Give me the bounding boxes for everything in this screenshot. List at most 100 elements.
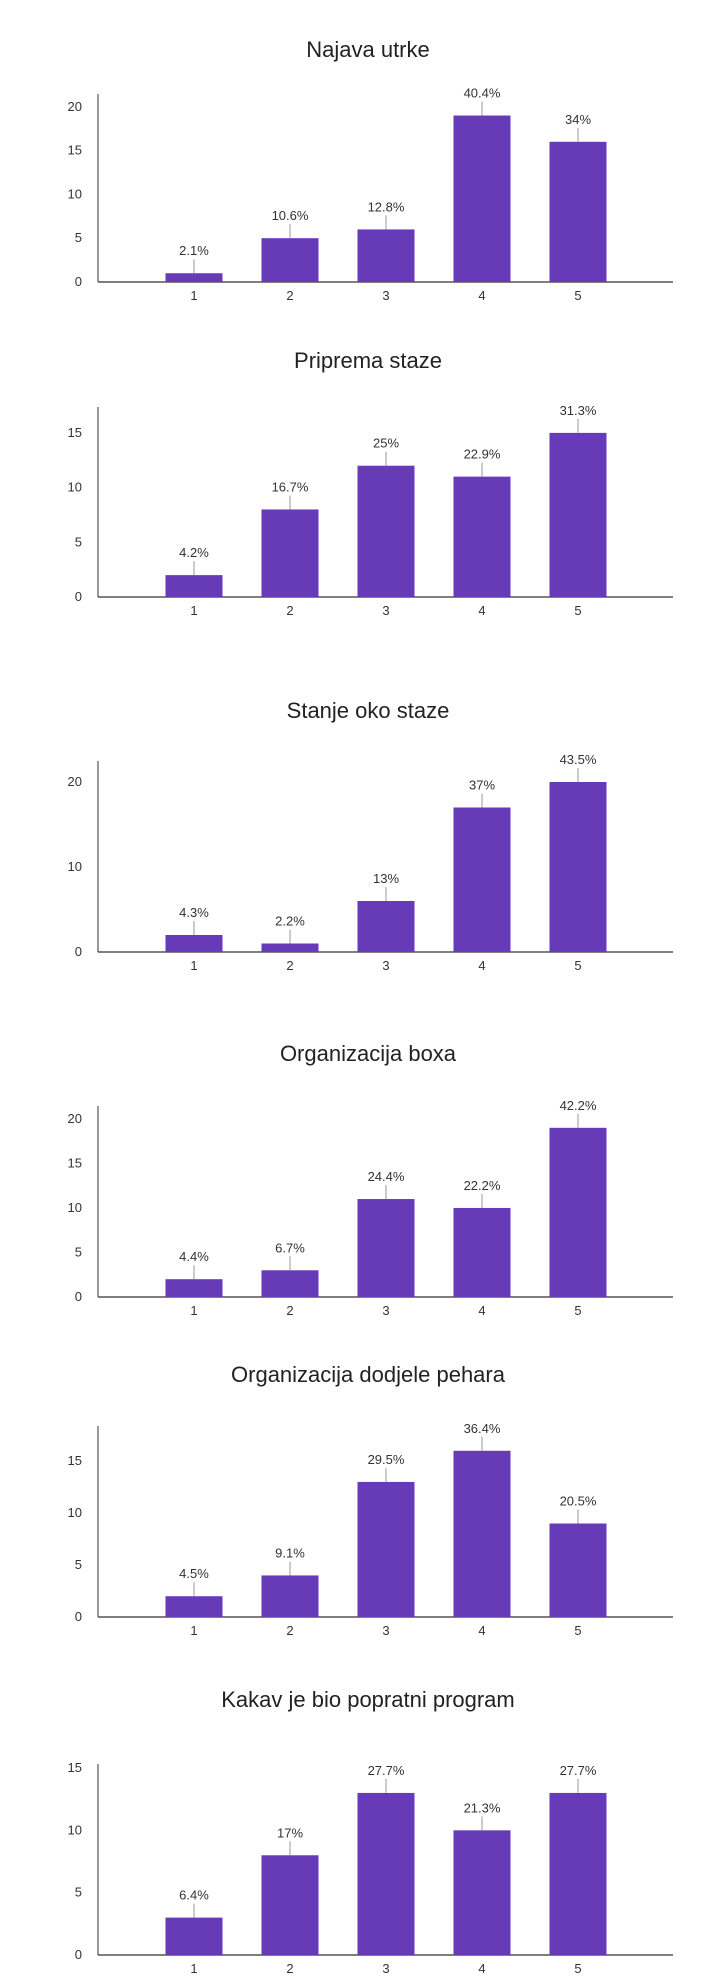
y-tick-label: 10 [68, 1505, 82, 1520]
data-label: 6.4% [179, 1888, 209, 1903]
x-tick-label: 3 [382, 1303, 389, 1318]
y-tick-label: 0 [75, 1289, 82, 1304]
x-tick-label: 3 [382, 958, 389, 973]
bar [357, 229, 415, 282]
data-label: 40.4% [464, 86, 501, 101]
bar [165, 935, 223, 952]
data-label: 16.7% [272, 479, 309, 494]
data-label: 13% [373, 871, 399, 886]
y-tick-label: 5 [75, 230, 82, 245]
data-label: 4.5% [179, 1566, 209, 1581]
bar [165, 1917, 223, 1955]
bar [453, 1207, 511, 1297]
bar [549, 1523, 607, 1617]
y-tick-label: 10 [68, 859, 82, 874]
x-tick-label: 1 [190, 603, 197, 618]
bar [165, 273, 223, 282]
y-tick-label: 10 [68, 186, 82, 201]
chart-title: Priprema staze [294, 348, 442, 373]
data-label: 4.4% [179, 1249, 209, 1264]
y-tick-label: 20 [68, 1111, 82, 1126]
y-tick-label: 0 [75, 589, 82, 604]
y-tick-label: 15 [68, 1760, 82, 1775]
bar [549, 782, 607, 952]
bar [357, 901, 415, 952]
bar [357, 465, 415, 597]
bar [357, 1199, 415, 1297]
data-label: 12.8% [368, 199, 405, 214]
bar [453, 807, 511, 952]
x-tick-label: 2 [286, 1961, 293, 1976]
x-tick-label: 1 [190, 1303, 197, 1318]
data-label: 4.3% [179, 905, 209, 920]
x-tick-label: 2 [286, 1623, 293, 1638]
data-label: 22.9% [464, 447, 501, 462]
data-label: 27.7% [368, 1763, 405, 1778]
x-tick-label: 5 [574, 288, 581, 303]
y-tick-label: 15 [68, 1155, 82, 1170]
x-tick-label: 3 [382, 603, 389, 618]
data-label: 25% [373, 436, 399, 451]
y-tick-label: 5 [75, 1885, 82, 1900]
y-tick-label: 0 [75, 1947, 82, 1962]
data-label: 20.5% [560, 1494, 597, 1509]
bar [165, 575, 223, 597]
bar [261, 238, 319, 282]
x-tick-label: 2 [286, 1303, 293, 1318]
data-label: 29.5% [368, 1452, 405, 1467]
bar [453, 476, 511, 597]
x-tick-label: 4 [478, 1303, 485, 1318]
chart-title: Kakav je bio popratni program [221, 1687, 515, 1712]
x-tick-label: 4 [478, 958, 485, 973]
y-tick-label: 10 [68, 1822, 82, 1837]
bar [261, 509, 319, 597]
data-label: 34% [565, 112, 591, 127]
chart-title: Organizacija boxa [280, 1041, 457, 1066]
data-label: 31.3% [560, 403, 597, 418]
data-label: 43.5% [560, 752, 597, 767]
x-tick-label: 1 [190, 288, 197, 303]
x-tick-label: 1 [190, 1623, 197, 1638]
x-tick-label: 5 [574, 1623, 581, 1638]
x-tick-label: 5 [574, 1961, 581, 1976]
x-tick-label: 4 [478, 603, 485, 618]
y-tick-label: 0 [75, 1609, 82, 1624]
x-tick-label: 1 [190, 1961, 197, 1976]
x-tick-label: 4 [478, 1961, 485, 1976]
bar [453, 1450, 511, 1617]
bar [549, 1127, 607, 1297]
chart-title: Organizacija dodjele pehara [231, 1362, 506, 1387]
bar-chart-4: Organizacija boxa 0 5 10 15 20 4.4% 1 6.7% 2 24.4%… [68, 1041, 673, 1318]
y-tick-label: 5 [75, 1244, 82, 1259]
y-tick-label: 10 [68, 480, 82, 495]
x-tick-label: 5 [574, 603, 581, 618]
data-label: 37% [469, 778, 495, 793]
bar-chart-5: Organizacija dodjele pehara 0 5 10 15 4.5% 1 9.… [68, 1362, 673, 1638]
x-tick-label: 1 [190, 958, 197, 973]
y-tick-label: 5 [75, 534, 82, 549]
x-tick-label: 2 [286, 958, 293, 973]
x-tick-label: 3 [382, 1623, 389, 1638]
y-tick-label: 15 [68, 425, 82, 440]
data-label: 2.1% [179, 243, 209, 258]
bar [261, 1270, 319, 1297]
y-tick-label: 10 [68, 1200, 82, 1215]
data-label: 10.6% [272, 208, 309, 223]
bar [261, 1575, 319, 1617]
y-tick-label: 0 [75, 944, 82, 959]
x-tick-label: 4 [478, 288, 485, 303]
x-tick-label: 5 [574, 958, 581, 973]
y-tick-label: 5 [75, 1557, 82, 1572]
bar-chart-1: Najava utrke 0 5 10 15 20 2.1% 1 10.6% 2 12.8% 3 40.… [68, 37, 673, 303]
bar [165, 1596, 223, 1617]
y-tick-label: 0 [75, 274, 82, 289]
bar [165, 1279, 223, 1297]
bar-chart-6: Kakav je bio popratni program0510156.4%1… [68, 1687, 673, 1976]
y-tick-label: 20 [68, 774, 82, 789]
data-label: 24.4% [368, 1169, 405, 1184]
bar [549, 141, 607, 282]
bar [261, 1855, 319, 1955]
y-tick-label: 15 [68, 1453, 82, 1468]
